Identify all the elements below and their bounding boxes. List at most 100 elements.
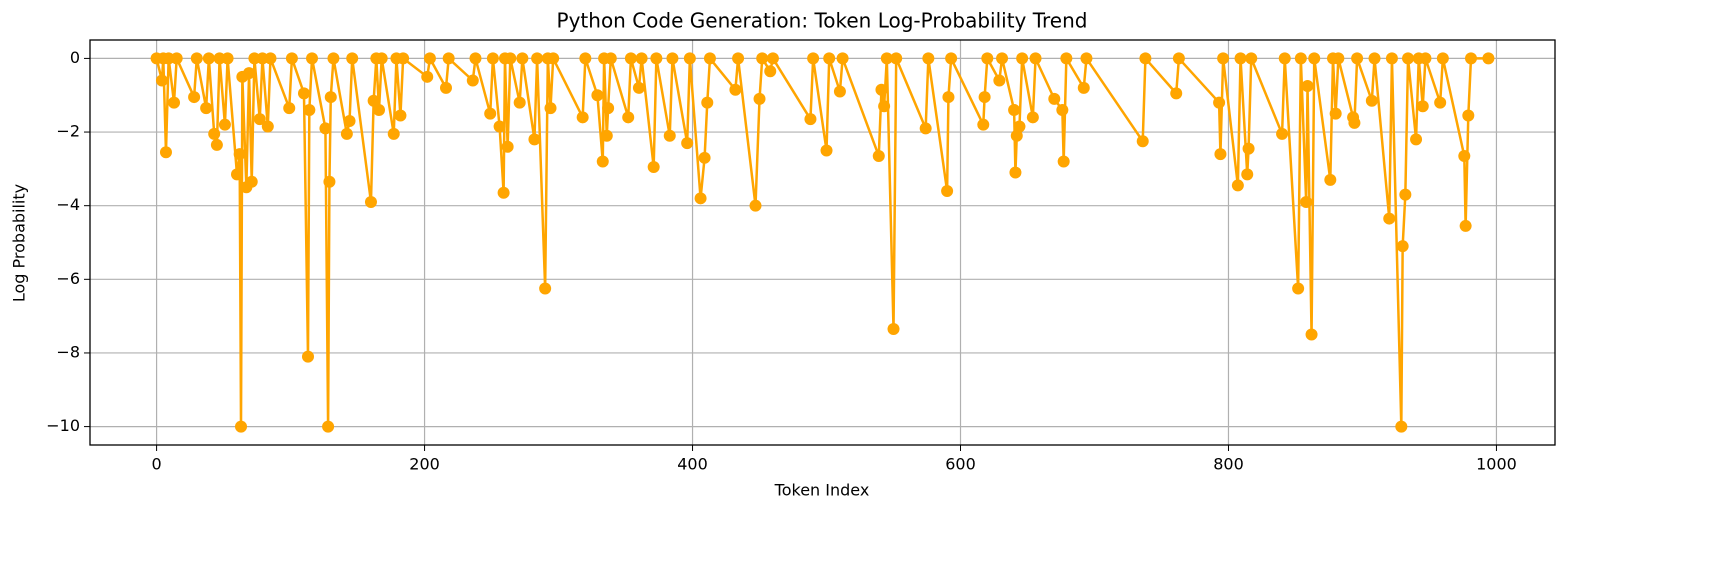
data-point xyxy=(1308,52,1321,65)
data-point xyxy=(624,52,637,65)
data-point xyxy=(1080,52,1093,65)
data-point xyxy=(1402,52,1415,65)
data-point xyxy=(155,74,168,87)
data-point xyxy=(1056,103,1069,116)
data-point xyxy=(1462,109,1475,122)
data-point xyxy=(880,52,893,65)
data-point xyxy=(346,52,359,65)
data-point xyxy=(1365,94,1378,107)
data-point xyxy=(663,129,676,142)
data-point xyxy=(576,111,589,124)
data-point xyxy=(322,420,335,433)
data-point xyxy=(230,168,243,181)
plot-area xyxy=(150,52,1495,433)
data-point xyxy=(596,155,609,168)
data-point xyxy=(698,151,711,164)
data-point xyxy=(466,74,479,87)
data-point xyxy=(1077,81,1090,94)
y-tick-label: −6 xyxy=(56,269,80,288)
data-point xyxy=(1301,80,1314,93)
data-point xyxy=(1395,420,1408,433)
y-tick-label: −8 xyxy=(56,342,80,361)
data-point xyxy=(440,81,453,94)
x-tick-label: 0 xyxy=(151,455,161,474)
data-point xyxy=(210,138,223,151)
data-point xyxy=(544,102,557,115)
data-point xyxy=(1348,116,1361,129)
data-point xyxy=(1351,52,1364,65)
data-point xyxy=(513,96,526,109)
data-point xyxy=(1057,155,1070,168)
data-point xyxy=(1276,127,1289,140)
data-point xyxy=(387,127,400,140)
data-point xyxy=(836,52,849,65)
data-point xyxy=(324,91,337,104)
data-point xyxy=(364,196,377,208)
data-point xyxy=(253,113,266,126)
data-point xyxy=(484,107,497,120)
data-point xyxy=(208,127,221,140)
data-point xyxy=(919,122,932,135)
data-point xyxy=(504,52,517,65)
data-point xyxy=(327,52,340,65)
data-point xyxy=(1305,328,1318,341)
data-point xyxy=(1172,52,1185,65)
data-point xyxy=(729,83,742,96)
data-point xyxy=(1009,166,1022,179)
data-point xyxy=(200,102,213,115)
data-point xyxy=(1234,52,1247,65)
data-point xyxy=(600,129,613,142)
y-tick-label: −10 xyxy=(46,416,80,435)
data-point xyxy=(245,175,258,188)
data-point xyxy=(442,52,455,65)
data-point xyxy=(1241,168,1254,181)
data-point xyxy=(1482,52,1495,65)
data-point xyxy=(1010,129,1023,142)
data-point xyxy=(1136,135,1149,148)
data-point xyxy=(622,111,635,124)
data-point xyxy=(941,184,954,197)
data-point xyxy=(1278,52,1291,65)
data-point xyxy=(528,133,541,146)
data-point xyxy=(1385,52,1398,65)
x-tick-label: 1000 xyxy=(1476,455,1517,474)
data-point xyxy=(1459,219,1472,232)
data-point xyxy=(820,144,833,157)
data-point xyxy=(890,52,903,65)
data-point xyxy=(343,115,356,127)
data-point xyxy=(922,52,935,65)
data-point xyxy=(1231,179,1244,192)
data-point xyxy=(1170,87,1183,100)
data-point xyxy=(591,89,604,102)
data-point xyxy=(190,52,203,65)
data-point xyxy=(319,122,332,135)
data-point xyxy=(394,109,407,122)
data-point xyxy=(1029,52,1042,65)
data-point xyxy=(1464,52,1477,65)
data-point xyxy=(579,52,592,65)
data-point xyxy=(823,52,836,65)
data-point xyxy=(1213,96,1226,109)
y-tick-label: −2 xyxy=(56,122,80,141)
data-point xyxy=(683,52,696,65)
data-point xyxy=(261,120,274,133)
data-point xyxy=(373,103,386,116)
data-point xyxy=(235,420,248,433)
data-point xyxy=(681,137,694,150)
data-point xyxy=(297,87,310,100)
data-point xyxy=(170,52,183,65)
data-point xyxy=(1245,52,1258,65)
data-point xyxy=(887,323,900,336)
x-tick-label: 400 xyxy=(677,455,708,474)
data-point xyxy=(539,282,552,295)
data-point xyxy=(303,103,316,116)
data-point xyxy=(650,52,663,65)
data-point xyxy=(749,199,762,212)
data-point xyxy=(766,52,779,65)
data-point xyxy=(1294,52,1307,65)
data-point xyxy=(977,118,990,131)
data-point xyxy=(1008,103,1021,116)
data-point xyxy=(647,161,660,174)
y-tick-label: −4 xyxy=(56,195,80,214)
